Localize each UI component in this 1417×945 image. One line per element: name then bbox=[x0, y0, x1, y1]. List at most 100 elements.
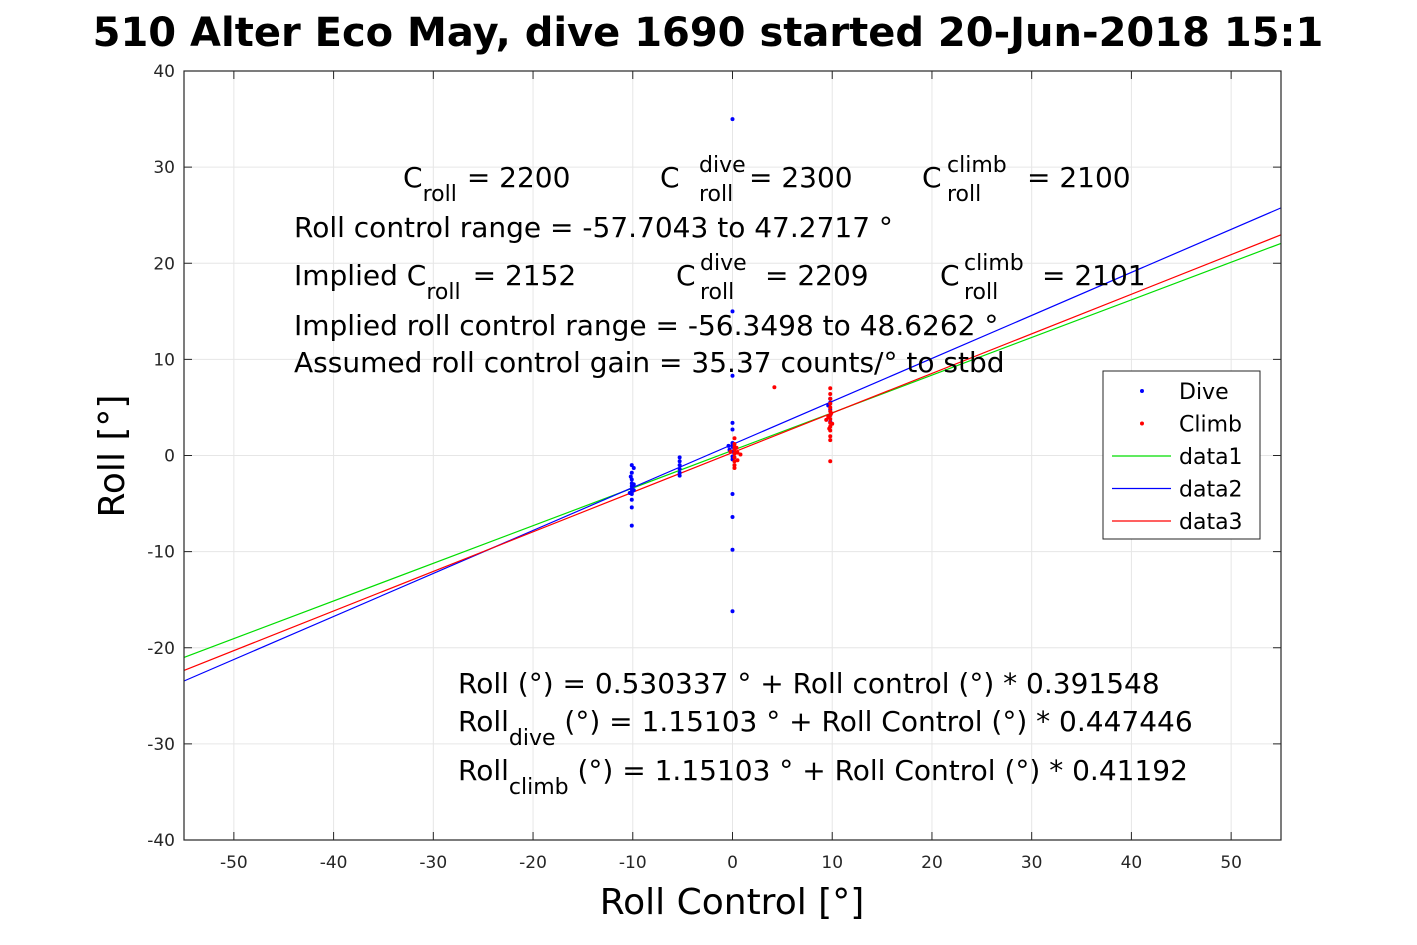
dive-point bbox=[629, 523, 634, 528]
legend-marker-dive bbox=[1140, 389, 1144, 393]
legend-label-data1: data1 bbox=[1179, 445, 1243, 470]
dive-point bbox=[677, 470, 682, 475]
legend: Dive Climb data1 data2 data3 bbox=[1102, 370, 1261, 540]
c-climb-sup: climb bbox=[947, 153, 1007, 178]
c-dive-sub: roll bbox=[699, 182, 733, 207]
svg-text:Implied Croll= 2152: Implied Croll = 2152 bbox=[294, 259, 576, 305]
fit-equation-dive: Rolldive (°) = 1.15103 ° + Roll Control … bbox=[458, 705, 1193, 751]
dive-point bbox=[730, 117, 735, 122]
climb-point bbox=[732, 441, 737, 446]
c-climb-sub: roll bbox=[947, 182, 981, 207]
y-tick-label: 0 bbox=[164, 447, 175, 467]
fit-dive-sub: dive bbox=[509, 726, 556, 751]
x-tick-label: 0 bbox=[727, 853, 738, 873]
data-points bbox=[627, 117, 835, 614]
c-climb-value: = 2100 bbox=[1027, 161, 1131, 194]
dive-point bbox=[631, 488, 636, 493]
climb-point bbox=[728, 449, 733, 454]
implied-climb-sub: roll bbox=[964, 280, 998, 305]
y-tick-labels: -40 -30 -20 -10 0 10 20 30 40 bbox=[147, 62, 175, 851]
dive-point bbox=[677, 463, 682, 468]
dive-point bbox=[628, 474, 633, 479]
annotation-implied-range: Implied roll control range = -56.3498 to… bbox=[294, 309, 998, 342]
climb-point bbox=[828, 434, 833, 439]
climb-point bbox=[732, 465, 737, 470]
dive-point bbox=[730, 547, 735, 552]
x-tick-label: -30 bbox=[419, 853, 447, 873]
climb-point bbox=[828, 405, 833, 410]
x-axis-label: Roll Control [°] bbox=[600, 882, 865, 923]
y-tick-label: -10 bbox=[147, 543, 175, 563]
annotation-c-values: Croll = 2200 C dive roll = 2300 C climb r… bbox=[403, 153, 1131, 207]
x-tick-label: -50 bbox=[220, 853, 248, 873]
y-tick-label: -30 bbox=[147, 735, 175, 755]
implied-dive-sup: dive bbox=[700, 251, 747, 276]
x-tick-label: 40 bbox=[1121, 853, 1143, 873]
dive-point bbox=[631, 482, 636, 487]
climb-point bbox=[828, 459, 833, 464]
svg-text:Croll= 2200: Croll = 2200 bbox=[403, 161, 570, 207]
climb-point bbox=[732, 463, 737, 468]
plot-frame bbox=[183, 70, 1282, 841]
fit-equation-all: Roll (°) = 0.530337 ° + Roll control (°)… bbox=[458, 667, 1160, 700]
dive-point bbox=[730, 491, 735, 496]
legend-label-dive: Dive bbox=[1179, 380, 1229, 405]
x-tick-label: 20 bbox=[921, 853, 943, 873]
climb-point bbox=[828, 401, 833, 406]
implied-sub: roll bbox=[426, 280, 460, 305]
climb-point bbox=[772, 385, 777, 390]
fit-climb-sub: climb bbox=[509, 775, 569, 800]
fit-dive-rest: (°) = 1.15103 ° + Roll Control (°) * 0.4… bbox=[556, 705, 1193, 738]
dive-point bbox=[730, 609, 735, 614]
legend-label-data3: data3 bbox=[1179, 510, 1243, 535]
x-tick-label: -10 bbox=[619, 853, 647, 873]
legend-box bbox=[1102, 370, 1261, 540]
legend-label-climb: Climb bbox=[1179, 413, 1242, 438]
x-tick-label: 30 bbox=[1021, 853, 1043, 873]
c-climb-base: C bbox=[922, 161, 942, 194]
c-roll-value: = 2200 bbox=[467, 161, 571, 194]
y-tick-label: 40 bbox=[153, 62, 175, 82]
y-tick-label: 10 bbox=[153, 350, 175, 370]
implied-prefix: Implied C bbox=[294, 259, 426, 292]
climb-point bbox=[738, 452, 743, 457]
y-tick-label: -20 bbox=[147, 639, 175, 659]
c-dive-sup: dive bbox=[699, 153, 746, 178]
dive-point bbox=[677, 455, 682, 460]
fit-equation-climb: Rollclimb (°) = 1.15103 ° + Roll Control… bbox=[458, 754, 1188, 800]
x-tick-labels: -50 -40 -30 -20 -10 0 10 20 30 40 50 bbox=[220, 853, 1242, 873]
legend-label-data2: data2 bbox=[1179, 478, 1243, 503]
x-tick-label: -20 bbox=[519, 853, 547, 873]
annotation-implied: Implied Croll= 2152 C dive roll = 2209 C… bbox=[294, 251, 1146, 305]
implied-climb-base: C bbox=[940, 259, 960, 292]
climb-point bbox=[827, 426, 832, 431]
climb-point bbox=[830, 421, 835, 426]
implied-dive-base: C bbox=[676, 259, 696, 292]
c-roll-base: C bbox=[403, 161, 423, 194]
dive-point bbox=[726, 443, 731, 448]
annotation-gain: Assumed roll control gain = 35.37 counts… bbox=[294, 346, 1005, 379]
legend-marker-climb bbox=[1140, 421, 1144, 426]
y-tick-label: -40 bbox=[147, 831, 175, 851]
dive-point bbox=[677, 466, 682, 471]
c-dive-value: = 2300 bbox=[749, 161, 853, 194]
dive-point bbox=[730, 515, 735, 520]
x-tick-label: -40 bbox=[320, 853, 348, 873]
climb-point bbox=[732, 455, 737, 460]
climb-point bbox=[735, 458, 740, 463]
implied-dive-value: = 2209 bbox=[765, 259, 869, 292]
implied-dive-sub: roll bbox=[700, 280, 734, 305]
dive-point bbox=[677, 473, 682, 478]
climb-point bbox=[828, 391, 833, 396]
c-roll-sub: roll bbox=[423, 182, 457, 207]
implied-climb-sup: climb bbox=[964, 251, 1024, 276]
climb-point bbox=[735, 450, 740, 455]
y-tick-label: 30 bbox=[153, 158, 175, 178]
y-tick-label: 20 bbox=[153, 254, 175, 274]
climb-point bbox=[828, 386, 833, 391]
annotation-range: Roll control range = -57.7043 to 47.2717… bbox=[294, 211, 893, 244]
dive-point bbox=[627, 490, 632, 495]
fit-climb-base: Roll bbox=[458, 754, 509, 787]
dive-point bbox=[677, 459, 682, 464]
